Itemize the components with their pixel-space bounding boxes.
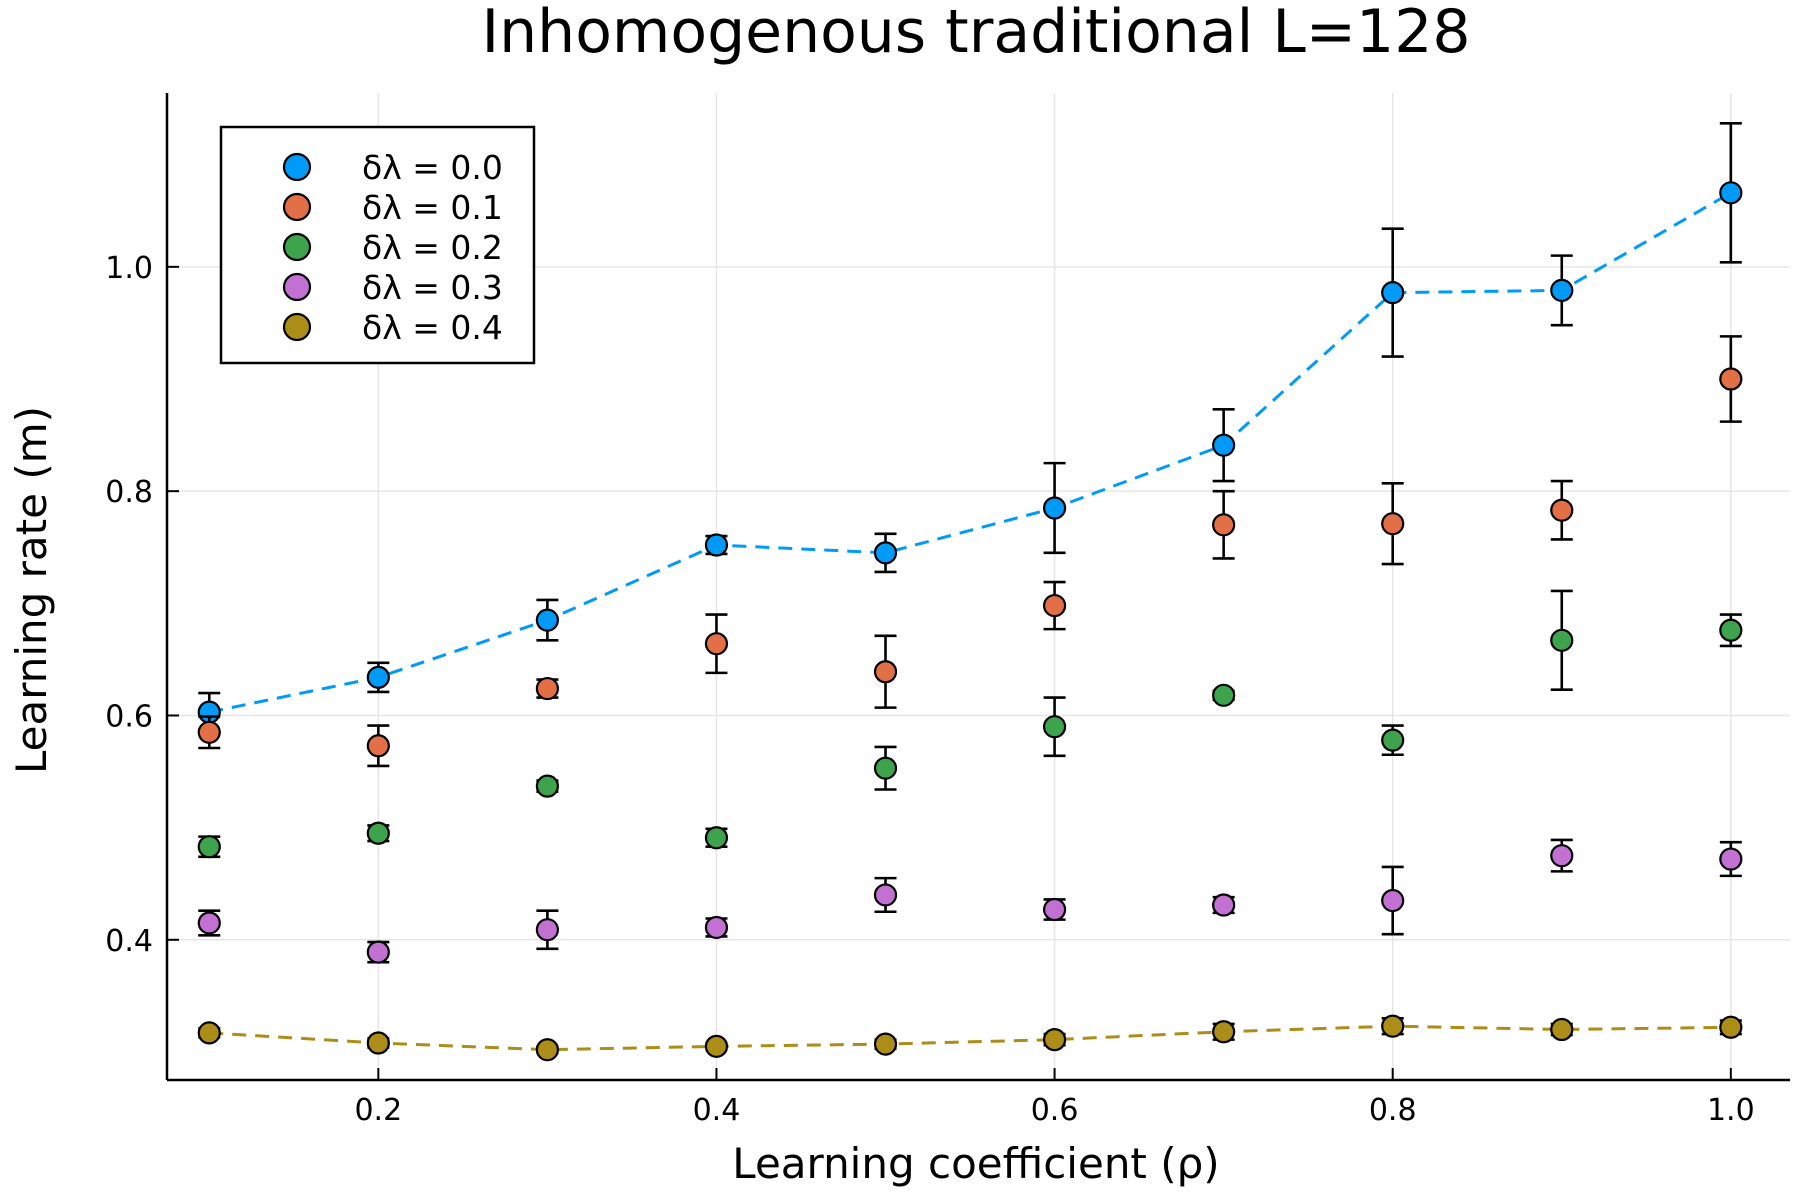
data-point bbox=[704, 826, 729, 850]
data-point bbox=[1212, 1020, 1236, 1044]
y-tick-label: 1.0 bbox=[105, 251, 153, 286]
series-0 bbox=[197, 121, 1743, 733]
data-point bbox=[1550, 498, 1574, 522]
data-point bbox=[1550, 1017, 1574, 1042]
data-point bbox=[535, 608, 559, 632]
legend-marker bbox=[282, 312, 312, 342]
legend-label: δλ = 0.1 bbox=[362, 188, 503, 227]
data-point bbox=[1042, 897, 1067, 922]
data-point bbox=[535, 918, 559, 942]
data-point bbox=[1042, 496, 1067, 520]
data-point bbox=[1719, 367, 1743, 391]
chart-title: Inhomogenous traditional L=128 bbox=[481, 0, 1470, 67]
legend-marker bbox=[282, 152, 312, 182]
data-point bbox=[535, 1038, 559, 1062]
data-point bbox=[704, 1034, 729, 1058]
legend-box bbox=[219, 125, 536, 365]
axes bbox=[165, 93, 1790, 1082]
series-3 bbox=[197, 838, 1743, 964]
data-point bbox=[704, 632, 729, 656]
legend-label: δλ = 0.0 bbox=[362, 148, 503, 187]
data-point bbox=[1381, 728, 1405, 752]
legend-label: δλ = 0.2 bbox=[362, 228, 503, 267]
y-axis-label: Learning rate (m) bbox=[7, 406, 56, 774]
data-point bbox=[1550, 278, 1574, 302]
data-point bbox=[1212, 513, 1236, 537]
legend-marker bbox=[282, 272, 312, 302]
legend-label: δλ = 0.4 bbox=[362, 308, 503, 347]
y-axis-ticks: 0.4 0.6 0.8 1.0 bbox=[105, 251, 179, 959]
data-point bbox=[873, 1032, 898, 1056]
data-point bbox=[1042, 1028, 1067, 1052]
data-point bbox=[366, 734, 390, 758]
legend-label: δλ = 0.3 bbox=[362, 268, 503, 307]
series-0-line bbox=[208, 191, 1732, 714]
data-point bbox=[366, 821, 390, 845]
y-tick-label: 0.6 bbox=[105, 699, 153, 734]
data-point bbox=[197, 720, 221, 744]
series-1 bbox=[197, 335, 1743, 768]
grid-lines bbox=[167, 93, 1790, 1080]
legend-marker bbox=[282, 232, 312, 262]
x-axis-ticks: 0.2 0.4 0.6 0.8 1.0 bbox=[354, 1068, 1755, 1128]
x-tick-label: 0.2 bbox=[354, 1093, 402, 1128]
data-point bbox=[1212, 683, 1236, 707]
x-tick-label: 1.0 bbox=[1707, 1093, 1755, 1128]
data-point bbox=[704, 915, 729, 940]
data-point bbox=[873, 883, 898, 907]
data-series bbox=[197, 121, 1743, 1062]
data-point bbox=[1381, 512, 1405, 536]
data-point bbox=[1550, 628, 1574, 652]
data-point bbox=[873, 756, 898, 780]
data-point bbox=[366, 940, 390, 964]
series-4 bbox=[197, 1014, 1743, 1062]
data-point bbox=[535, 676, 559, 701]
data-point bbox=[197, 1021, 221, 1045]
legend: δλ = 0.0δλ = 0.1δλ = 0.2δλ = 0.3δλ = 0.4 bbox=[219, 125, 536, 365]
data-point bbox=[873, 541, 898, 565]
x-tick-label: 0.8 bbox=[1369, 1093, 1417, 1128]
data-point bbox=[1381, 281, 1405, 305]
legend-marker bbox=[282, 192, 312, 222]
data-point bbox=[197, 835, 221, 859]
y-tick-label: 0.4 bbox=[105, 924, 153, 959]
series-4-line bbox=[209, 1024, 1731, 1052]
x-tick-label: 0.6 bbox=[1031, 1093, 1079, 1128]
data-point bbox=[535, 774, 559, 798]
data-point bbox=[1381, 888, 1405, 913]
x-axis-label: Learning coefficient (ρ) bbox=[732, 1139, 1219, 1188]
data-point bbox=[1042, 715, 1067, 739]
x-tick-label: 0.4 bbox=[693, 1093, 741, 1128]
data-point bbox=[1719, 618, 1743, 642]
data-point bbox=[1550, 844, 1574, 868]
data-point bbox=[366, 665, 390, 689]
data-point bbox=[366, 1031, 390, 1055]
data-point bbox=[1719, 1015, 1743, 1039]
data-point bbox=[1042, 593, 1067, 618]
data-point bbox=[197, 911, 221, 935]
data-point bbox=[873, 660, 898, 684]
data-point bbox=[704, 533, 729, 557]
data-point bbox=[1719, 847, 1743, 871]
data-point bbox=[1381, 1014, 1405, 1038]
series-2 bbox=[197, 589, 1743, 859]
data-point bbox=[1212, 893, 1236, 917]
data-point bbox=[1212, 433, 1236, 457]
y-tick-label: 0.8 bbox=[105, 475, 153, 510]
data-point bbox=[1719, 181, 1743, 205]
